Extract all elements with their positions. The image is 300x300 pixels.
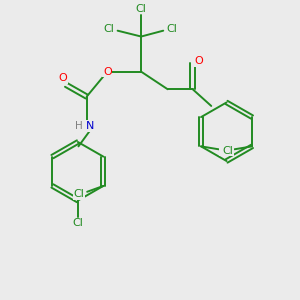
Text: N: N bbox=[86, 121, 94, 131]
Text: Cl: Cl bbox=[220, 146, 231, 156]
Text: Cl: Cl bbox=[74, 189, 85, 199]
Text: Cl: Cl bbox=[72, 218, 83, 228]
Text: O: O bbox=[195, 56, 203, 66]
Text: Cl: Cl bbox=[136, 4, 147, 14]
Text: Cl: Cl bbox=[103, 24, 114, 34]
Text: H: H bbox=[75, 121, 82, 131]
Text: Cl: Cl bbox=[167, 24, 178, 34]
Text: O: O bbox=[103, 67, 112, 77]
Text: O: O bbox=[58, 74, 67, 83]
Text: Cl: Cl bbox=[222, 146, 233, 156]
